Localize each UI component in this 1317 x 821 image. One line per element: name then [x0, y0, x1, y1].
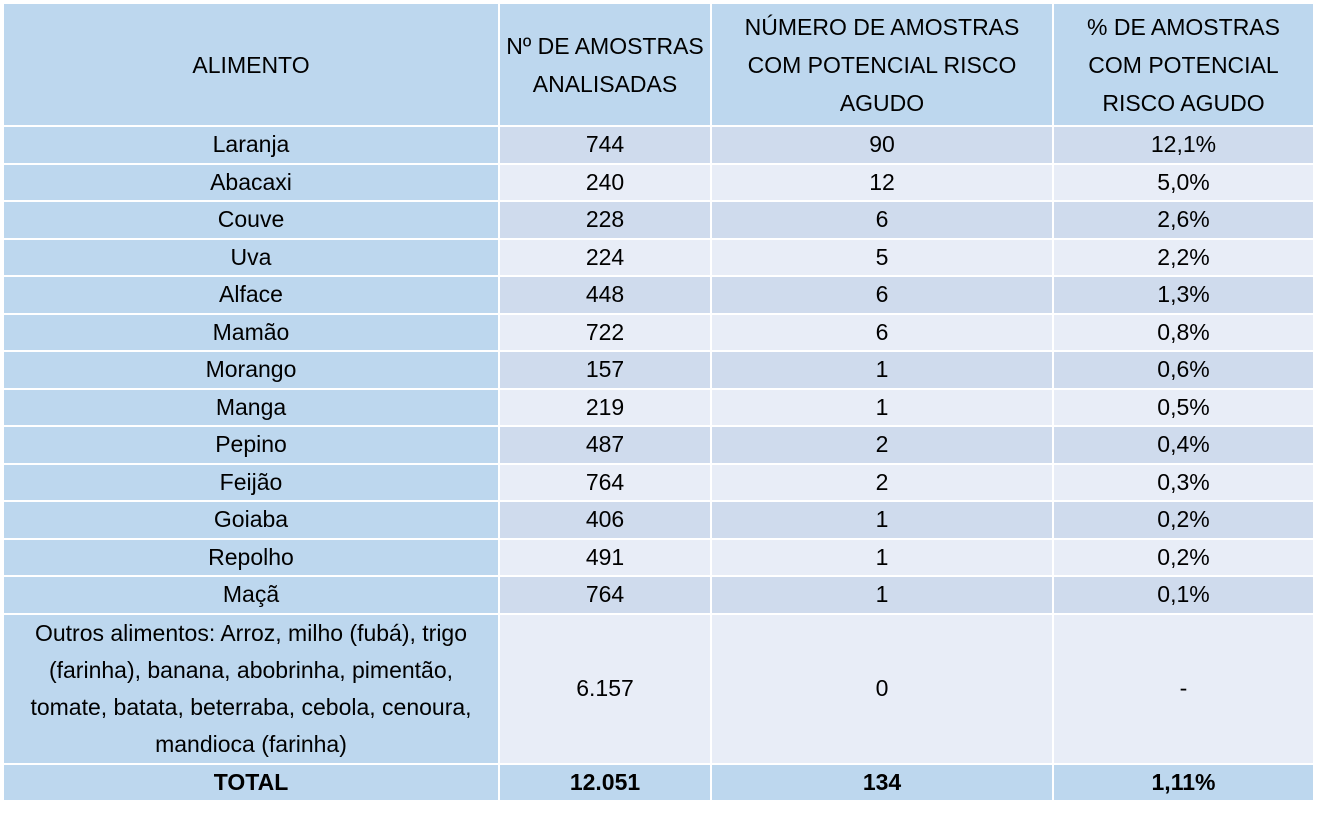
cell-amostras: 219	[500, 389, 710, 425]
cell-risco: 1	[712, 577, 1052, 613]
cell-alimento: Manga	[4, 389, 498, 425]
cell-risco: 12	[712, 164, 1052, 200]
header-percent-risco: % DE AMOSTRAS COM POTENCIAL RISCO AGUDO	[1054, 4, 1313, 125]
cell-alimento: Mamão	[4, 314, 498, 350]
cell-total-label: TOTAL	[4, 764, 498, 800]
table-row-total: TOTAL 12.051 134 1,11%	[4, 764, 1313, 800]
cell-total-risco: 134	[712, 764, 1052, 800]
cell-alimento: Goiaba	[4, 502, 498, 538]
cell-amostras: 224	[500, 239, 710, 275]
table-row: Pepino 487 2 0,4%	[4, 427, 1313, 463]
cell-percent: 12,1%	[1054, 127, 1313, 163]
cell-percent: 2,6%	[1054, 202, 1313, 238]
cell-risco: 6	[712, 277, 1052, 313]
table-row: Feijão 764 2 0,3%	[4, 464, 1313, 500]
cell-percent: 0,2%	[1054, 539, 1313, 575]
cell-amostras: 6.157	[500, 614, 710, 763]
cell-risco: 1	[712, 539, 1052, 575]
cell-percent: 0,6%	[1054, 352, 1313, 388]
table-row: Laranja 744 90 12,1%	[4, 127, 1313, 163]
cell-amostras: 764	[500, 577, 710, 613]
cell-amostras: 228	[500, 202, 710, 238]
cell-alimento: Pepino	[4, 427, 498, 463]
cell-alimento: Laranja	[4, 127, 498, 163]
header-numero-risco: NÚMERO DE AMOSTRAS COM POTENCIAL RISCO A…	[712, 4, 1052, 125]
cell-amostras: 487	[500, 427, 710, 463]
cell-amostras: 491	[500, 539, 710, 575]
cell-percent: 1,3%	[1054, 277, 1313, 313]
cell-alimento: Morango	[4, 352, 498, 388]
cell-percent: 0,1%	[1054, 577, 1313, 613]
cell-alimento: Maçã	[4, 577, 498, 613]
cell-percent: 0,8%	[1054, 314, 1313, 350]
cell-amostras: 744	[500, 127, 710, 163]
cell-alimento: Outros alimentos: Arroz, milho (fubá), t…	[4, 614, 498, 763]
cell-alimento: Feijão	[4, 464, 498, 500]
header-row: ALIMENTO Nº DE AMOSTRAS ANALISADAS NÚMER…	[4, 4, 1313, 125]
risk-table: ALIMENTO Nº DE AMOSTRAS ANALISADAS NÚMER…	[2, 2, 1315, 802]
table-row: Uva 224 5 2,2%	[4, 239, 1313, 275]
cell-amostras: 406	[500, 502, 710, 538]
cell-percent: 5,0%	[1054, 164, 1313, 200]
table-row: Alface 448 6 1,3%	[4, 277, 1313, 313]
cell-alimento: Couve	[4, 202, 498, 238]
cell-amostras: 448	[500, 277, 710, 313]
cell-risco: 2	[712, 464, 1052, 500]
cell-alimento: Repolho	[4, 539, 498, 575]
table-row: Mamão 722 6 0,8%	[4, 314, 1313, 350]
cell-risco: 1	[712, 389, 1052, 425]
table-body: Laranja 744 90 12,1% Abacaxi 240 12 5,0% Couve 22…	[4, 127, 1313, 800]
table-row: Repolho 491 1 0,2%	[4, 539, 1313, 575]
table-row: Couve 228 6 2,6%	[4, 202, 1313, 238]
cell-percent: -	[1054, 614, 1313, 763]
table-row: Maçã 764 1 0,1%	[4, 577, 1313, 613]
cell-amostras: 240	[500, 164, 710, 200]
table-row: Morango 157 1 0,6%	[4, 352, 1313, 388]
cell-amostras: 764	[500, 464, 710, 500]
cell-risco: 6	[712, 202, 1052, 238]
cell-amostras: 157	[500, 352, 710, 388]
cell-alimento: Abacaxi	[4, 164, 498, 200]
header-amostras: Nº DE AMOSTRAS ANALISADAS	[500, 4, 710, 125]
cell-percent: 0,5%	[1054, 389, 1313, 425]
cell-risco: 1	[712, 502, 1052, 538]
cell-percent: 0,4%	[1054, 427, 1313, 463]
cell-alimento: Uva	[4, 239, 498, 275]
cell-risco: 1	[712, 352, 1052, 388]
cell-alimento: Alface	[4, 277, 498, 313]
cell-risco: 5	[712, 239, 1052, 275]
table-row: Manga 219 1 0,5%	[4, 389, 1313, 425]
cell-total-amostras: 12.051	[500, 764, 710, 800]
table-row-outros: Outros alimentos: Arroz, milho (fubá), t…	[4, 614, 1313, 763]
cell-total-percent: 1,11%	[1054, 764, 1313, 800]
table-row: Goiaba 406 1 0,2%	[4, 502, 1313, 538]
cell-percent: 0,3%	[1054, 464, 1313, 500]
cell-risco: 2	[712, 427, 1052, 463]
header-alimento: ALIMENTO	[4, 4, 498, 125]
cell-risco: 0	[712, 614, 1052, 763]
cell-percent: 0,2%	[1054, 502, 1313, 538]
cell-risco: 6	[712, 314, 1052, 350]
table-row: Abacaxi 240 12 5,0%	[4, 164, 1313, 200]
cell-percent: 2,2%	[1054, 239, 1313, 275]
cell-risco: 90	[712, 127, 1052, 163]
cell-amostras: 722	[500, 314, 710, 350]
